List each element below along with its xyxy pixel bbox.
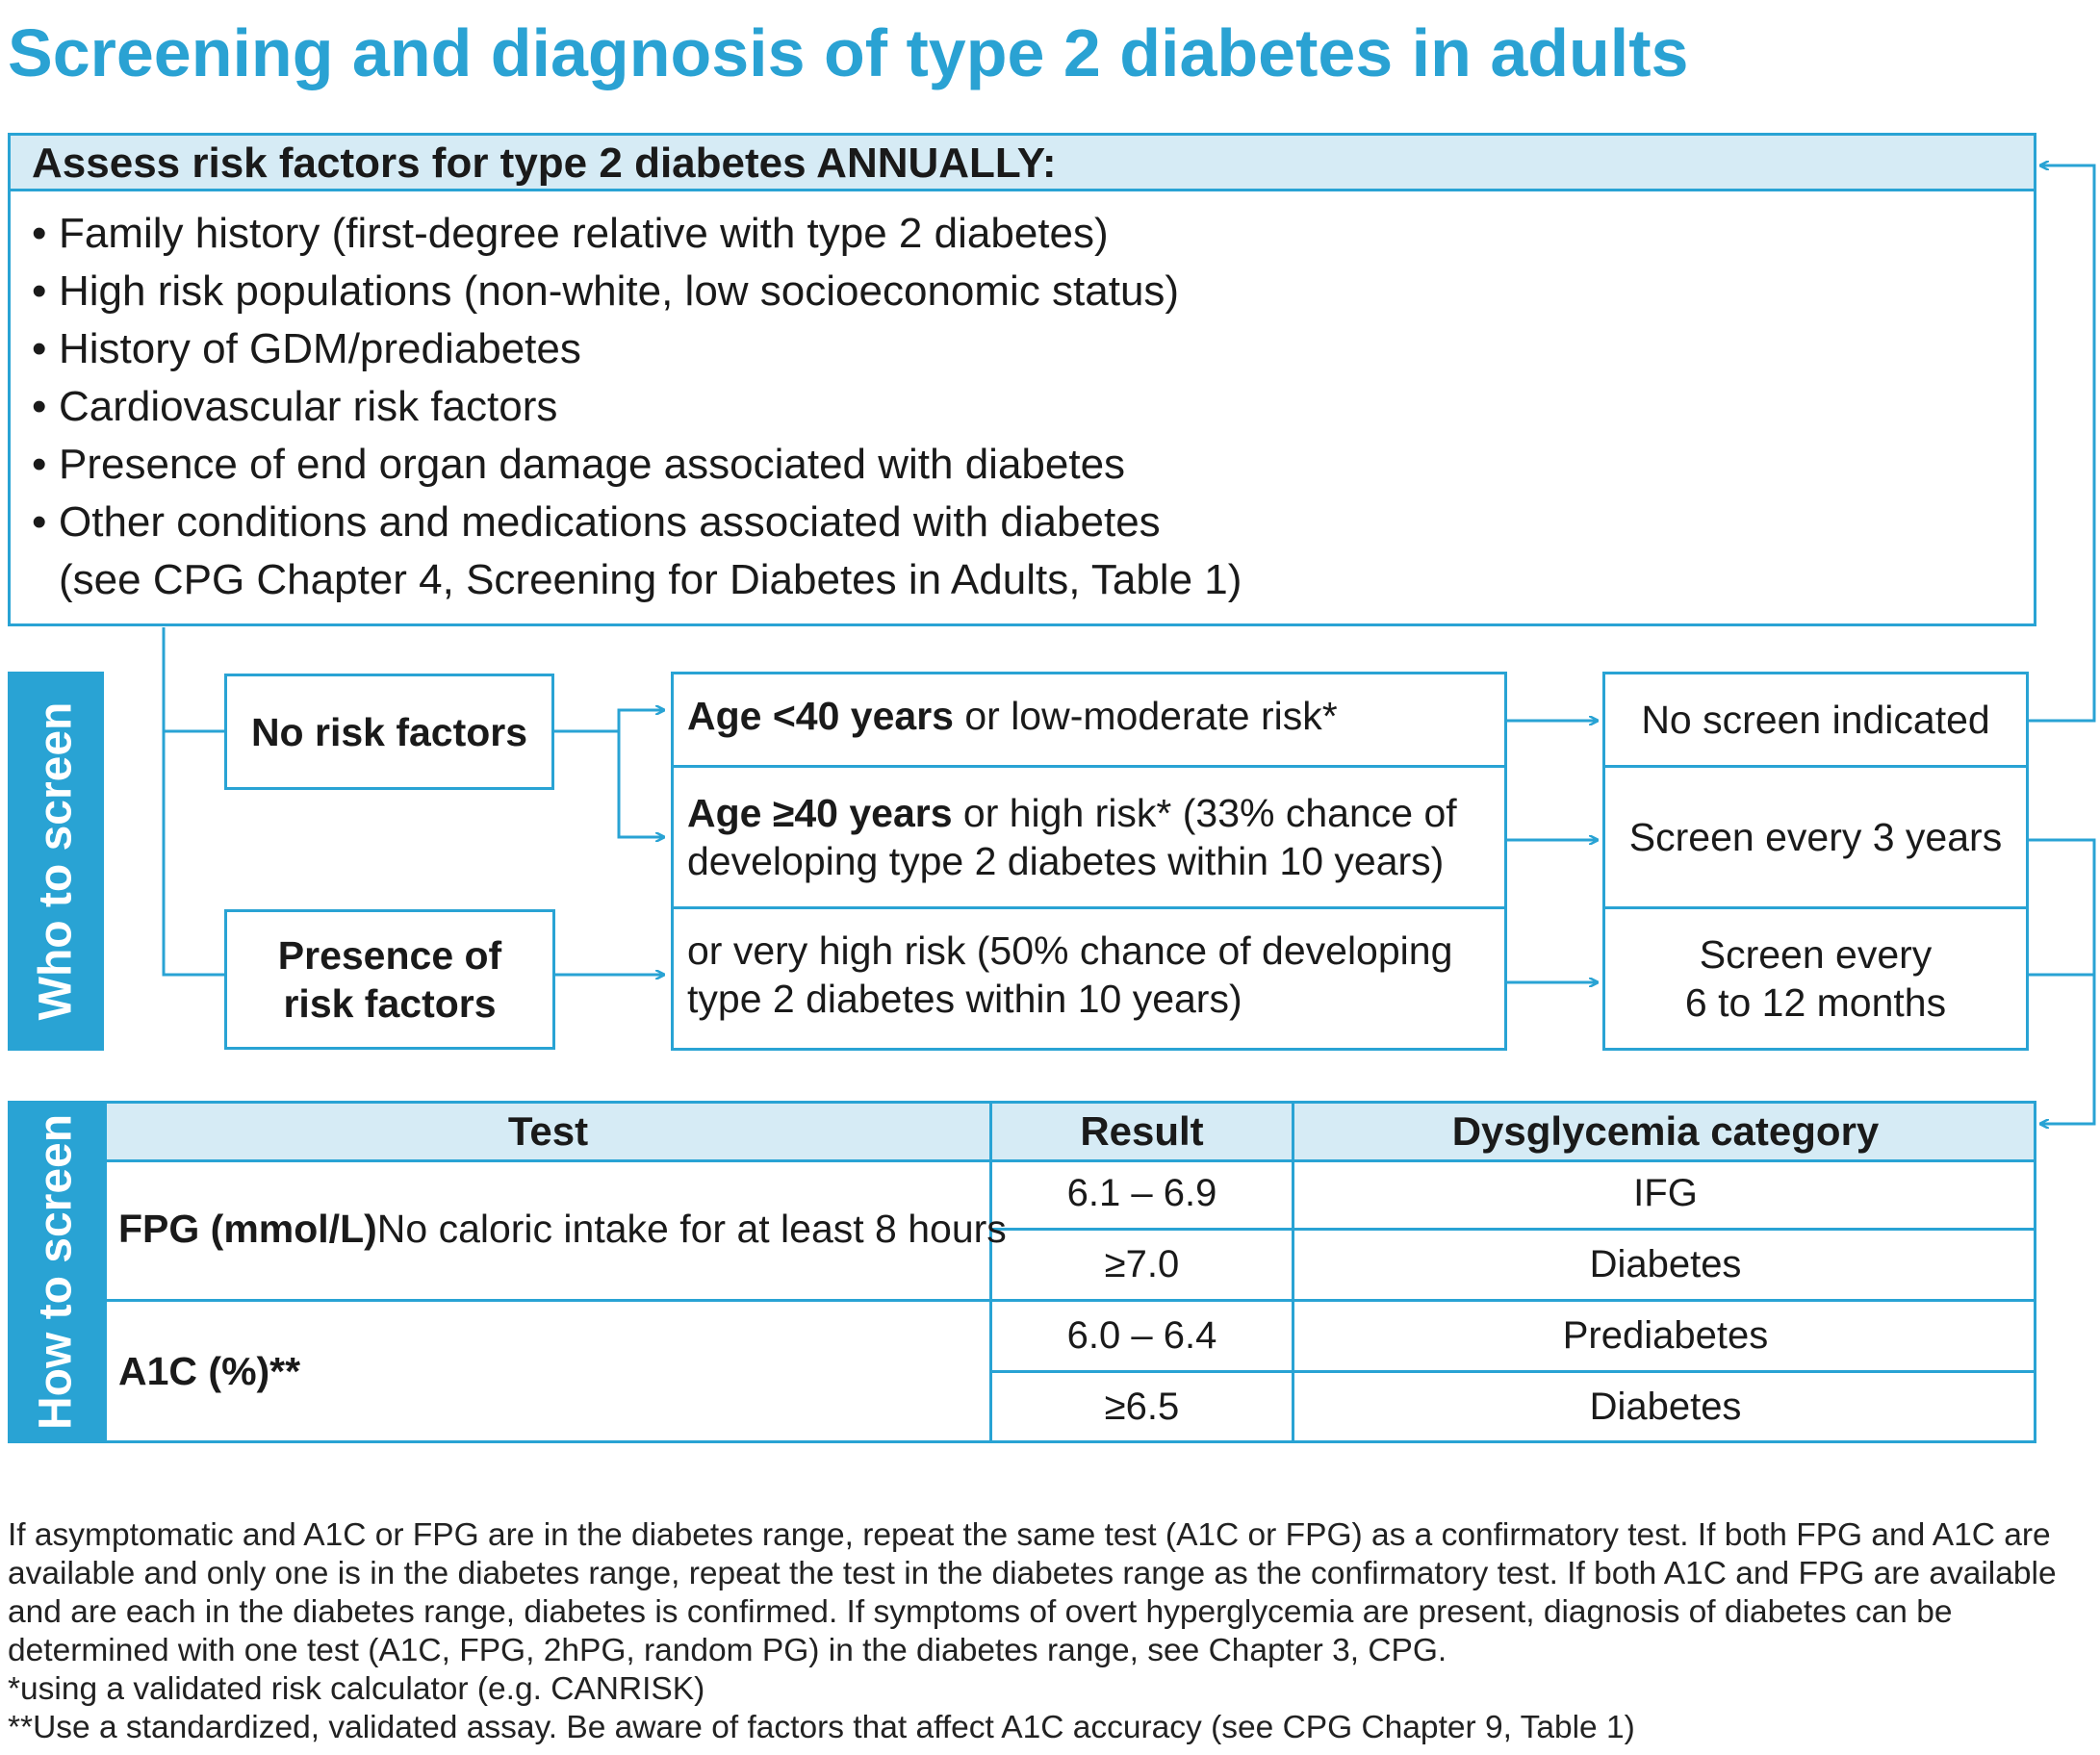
who-to-screen-tab: Who to screen [8, 672, 104, 1051]
no-risk-factors-box: No risk factors [224, 674, 554, 790]
how-to-screen-tab: How to screen [8, 1101, 104, 1443]
list-item: • High risk populations (non-white, low s… [32, 267, 1180, 315]
connector-arrow [617, 710, 664, 731]
table-cell-category: IFG [1633, 1172, 1698, 1214]
column-divider [1292, 1104, 1294, 1440]
connector-line [162, 627, 224, 977]
table-cell-result: ≥6.5 [1104, 1385, 1180, 1428]
table-header-row [107, 1104, 2034, 1162]
connector-arrow [2040, 975, 2096, 1124]
footnote-star: *using a validated risk calculator (e.g.… [8, 1671, 705, 1707]
how-to-screen-label: How to screen [30, 1113, 82, 1431]
list-item: • Cardiovascular risk factors [32, 383, 558, 430]
footnote-double-star: **Use a standardized, validated assay. B… [8, 1710, 1635, 1745]
age-under-40-box: Age <40 years or low-moderate risk* [671, 672, 1507, 768]
list-item: • Presence of end organ damage associated… [32, 441, 1126, 488]
page-title: Screening and diagnosis of type 2 diabet… [8, 15, 1689, 90]
list-item: • History of GDM/prediabetes [32, 325, 581, 372]
screening-table: Test Result Dysglycemia category FPG (mm… [104, 1101, 2036, 1443]
row-divider [989, 1370, 2036, 1373]
age-40-plus-box: Age ≥40 years or high risk* (33% chance … [671, 765, 1507, 909]
list-item: • Family history (first-degree relative w… [32, 210, 1109, 257]
no-screen-box: No screen indicated [1602, 672, 2029, 768]
risk-factors-box: Assess risk factors for type 2 diabetes … [8, 133, 2036, 626]
table-header-category: Dysglycemia category [1451, 1108, 1880, 1154]
list-item-continuation: (see CPG Chapter 4, Screening for Diabet… [59, 556, 1242, 603]
table-cell-result: 6.1 – 6.9 [1066, 1172, 1217, 1214]
table-cell-result: ≥7.0 [1104, 1243, 1180, 1285]
connector-arrow [2029, 165, 2096, 723]
risk-factors-header: Assess risk factors for type 2 diabetes … [11, 136, 2034, 191]
table-cell-a1c-test: A1C (%)** [118, 1348, 301, 1393]
column-divider [989, 1104, 992, 1440]
table-cell-category: Prediabetes [1562, 1314, 1769, 1357]
table-cell-category: Diabetes [1589, 1385, 1742, 1428]
list-item: • Other conditions and medications associ… [32, 498, 1161, 546]
table-cell-category: Diabetes [1589, 1243, 1742, 1285]
footnote-main: If asymptomatic and A1C or FPG are in th… [8, 1517, 2057, 1668]
screen-every-3-years-box: Screen every 3 years [1602, 765, 2029, 909]
row-divider [107, 1299, 2036, 1302]
table-header-result: Result [1080, 1108, 1204, 1154]
risk-factors-list: • Family history (first-degree relative w… [32, 205, 1242, 609]
connector-arrow [617, 731, 664, 837]
connector-line [2029, 838, 2096, 975]
footnotes: If asymptomatic and A1C or FPG are in th… [8, 1516, 2096, 1747]
screen-every-6-12-months-box: Screen every 6 to 12 months [1602, 906, 2029, 1051]
who-to-screen-label: Who to screen [30, 701, 82, 1021]
presence-of-risk-factors-box: Presence of risk factors [224, 909, 555, 1050]
table-cell-fpg-test: FPG (mmol/L) No caloric intake for at le… [118, 1207, 1007, 1251]
table-cell-result: 6.0 – 6.4 [1066, 1314, 1217, 1357]
table-header-test: Test [507, 1108, 589, 1154]
very-high-risk-box: or very high risk (50% chance of develop… [671, 906, 1507, 1051]
row-divider [989, 1228, 2036, 1231]
